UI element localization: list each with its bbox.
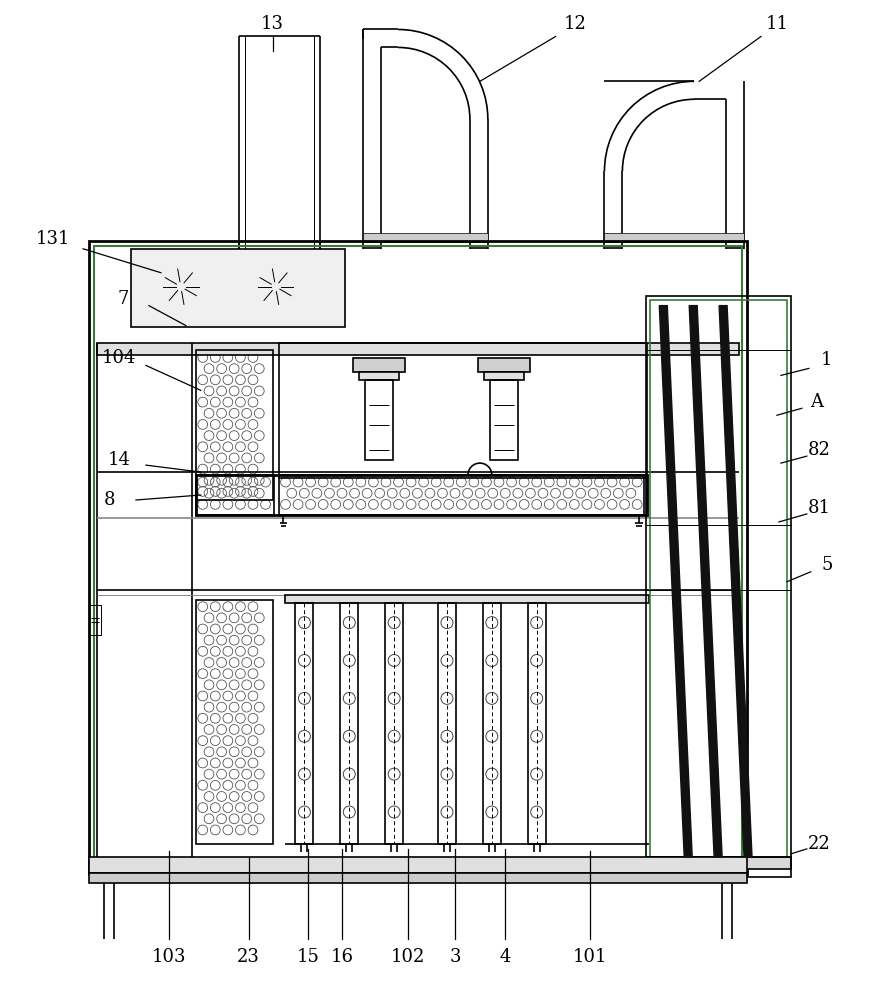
- Bar: [89, 873, 746, 883]
- Bar: [645, 857, 790, 877]
- Bar: [196, 475, 273, 515]
- Bar: [363, 233, 487, 241]
- Bar: [604, 233, 743, 241]
- Text: 8: 8: [104, 491, 115, 509]
- Bar: [527, 603, 545, 844]
- Bar: [483, 372, 523, 380]
- Bar: [196, 350, 272, 500]
- Bar: [645, 857, 790, 869]
- Bar: [285, 595, 649, 603]
- Bar: [353, 358, 405, 372]
- Text: 12: 12: [564, 15, 587, 33]
- Text: 101: 101: [572, 948, 606, 966]
- Bar: [650, 300, 786, 860]
- Text: 11: 11: [765, 15, 788, 33]
- Text: 102: 102: [391, 948, 425, 966]
- Text: 14: 14: [107, 451, 130, 469]
- Bar: [385, 603, 403, 844]
- Bar: [89, 241, 746, 874]
- Polygon shape: [658, 306, 691, 857]
- Text: 13: 13: [261, 15, 284, 33]
- Text: 22: 22: [807, 835, 829, 853]
- Text: 23: 23: [237, 948, 260, 966]
- Text: 5: 5: [820, 556, 831, 574]
- Bar: [295, 603, 313, 844]
- Bar: [478, 358, 529, 372]
- Bar: [359, 372, 399, 380]
- Text: 82: 82: [806, 441, 830, 459]
- Bar: [131, 249, 345, 327]
- Bar: [278, 343, 646, 478]
- Bar: [340, 603, 358, 844]
- Bar: [89, 605, 101, 635]
- Bar: [89, 857, 746, 873]
- Bar: [94, 246, 741, 869]
- Text: 15: 15: [297, 948, 320, 966]
- Polygon shape: [688, 306, 722, 857]
- Bar: [196, 475, 646, 515]
- Bar: [97, 343, 738, 355]
- Text: 16: 16: [330, 948, 354, 966]
- Text: 1: 1: [820, 351, 831, 369]
- Circle shape: [176, 282, 185, 292]
- Bar: [489, 380, 517, 460]
- Bar: [278, 475, 644, 515]
- Text: 3: 3: [449, 948, 460, 966]
- Text: 103: 103: [151, 948, 186, 966]
- Bar: [437, 603, 456, 844]
- Bar: [196, 600, 272, 844]
- Text: 7: 7: [117, 290, 128, 308]
- Bar: [645, 296, 790, 864]
- Text: A: A: [810, 393, 823, 411]
- Bar: [365, 380, 392, 460]
- Circle shape: [270, 282, 280, 292]
- Bar: [482, 603, 500, 844]
- Text: 131: 131: [36, 230, 70, 248]
- Polygon shape: [718, 306, 752, 857]
- Text: 81: 81: [806, 499, 830, 517]
- Text: 4: 4: [499, 948, 510, 966]
- Text: 104: 104: [102, 349, 136, 367]
